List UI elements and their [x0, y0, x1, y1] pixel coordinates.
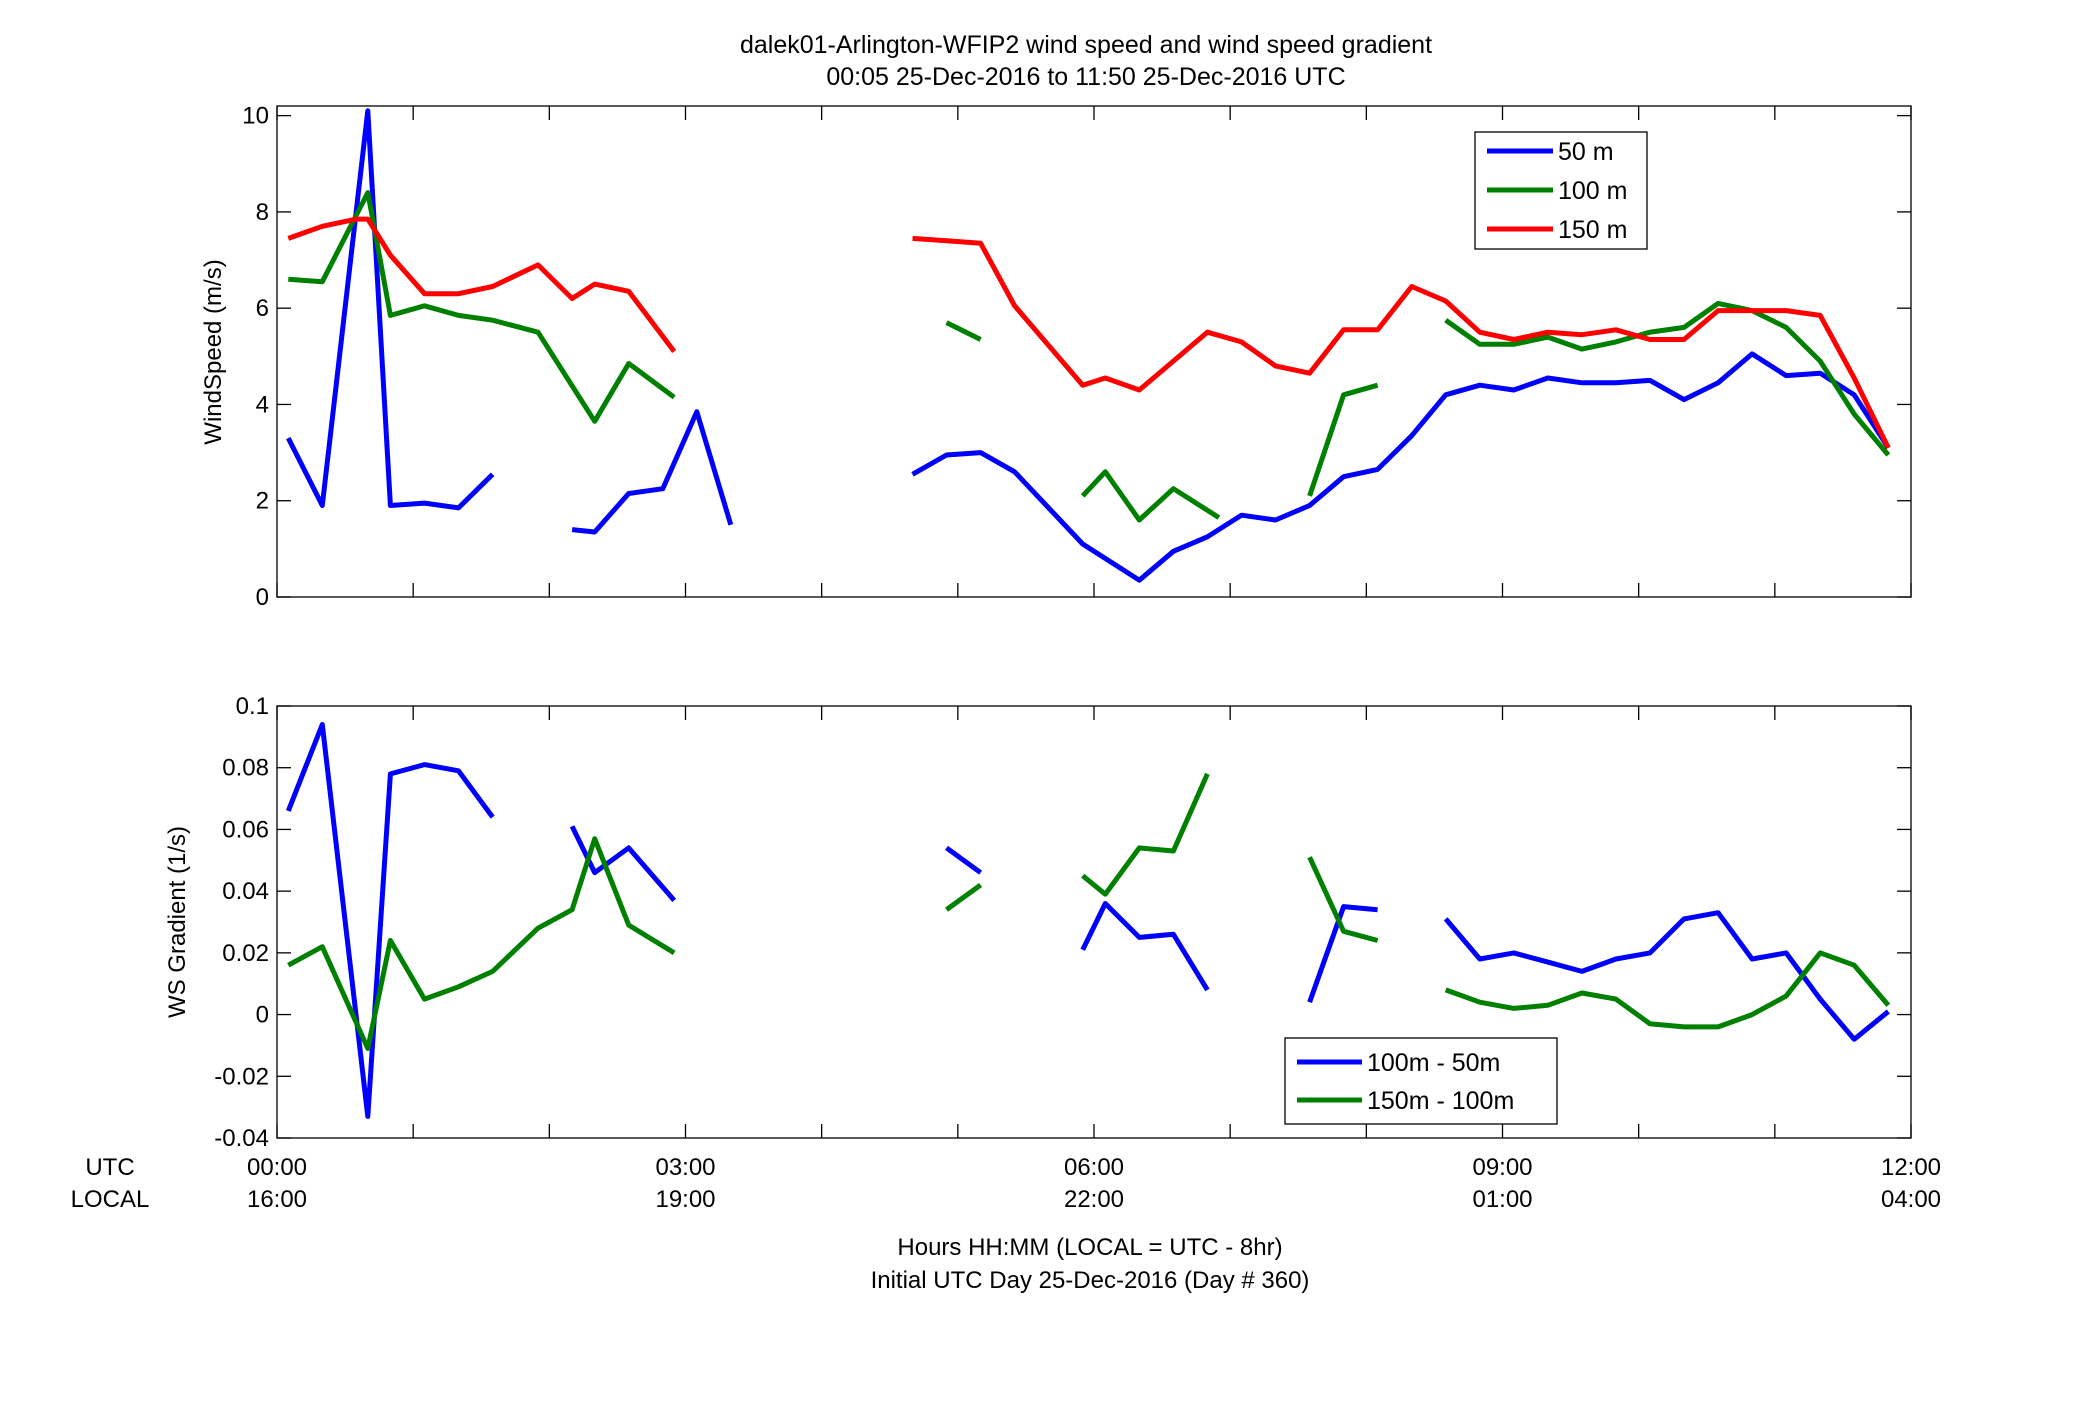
- chart-subtitle: 00:05 25-Dec-2016 to 11:50 25-Dec-2016 U…: [826, 63, 1345, 91]
- series-line-100m-50m: [1080, 901, 1210, 992]
- series-line-150m-100m: [287, 836, 676, 1051]
- series-line-100-m: [1444, 300, 1891, 457]
- y-tick-label: 4: [256, 391, 269, 418]
- series-line-100-m: [945, 320, 982, 342]
- windspeed-y-ticks: 0 2 4 6 8 10: [242, 103, 1911, 611]
- x-tick-label-local: 01:00: [1472, 1186, 1532, 1213]
- y-tick-label: 0.08: [222, 755, 269, 782]
- gradient-y-ticks: -0.04 -0.02 0 0.02 0.04 0.06 0.08 0.1: [214, 693, 1911, 1152]
- series-line-100-m: [1307, 382, 1379, 497]
- legend-label-150m-100m: 150m - 100m: [1367, 1087, 1514, 1115]
- y-tick-label: 0.04: [222, 878, 269, 905]
- series-line-100m-50m: [569, 825, 677, 903]
- y-tick-label: 0.1: [236, 693, 269, 720]
- series-line-50-m: [286, 108, 495, 511]
- series-line-100m-50m: [1307, 904, 1378, 1004]
- x-row-label-utc: UTC: [85, 1154, 134, 1181]
- x-tick-label-utc: 09:00: [1472, 1154, 1532, 1181]
- y-tick-label: -0.04: [214, 1125, 269, 1152]
- x-axis-label: Hours HH:MM (LOCAL = UTC - 8hr): [897, 1234, 1282, 1261]
- y-tick-label: 10: [242, 103, 269, 130]
- y-tick-label: -0.02: [214, 1063, 269, 1090]
- series-line-150m-100m: [1307, 856, 1379, 943]
- y-tick-label: 8: [256, 199, 269, 226]
- x-tick-label-local: 22:00: [1064, 1186, 1124, 1213]
- x-tick-label-utc: 06:00: [1064, 1154, 1124, 1181]
- legend-label-150m: 150 m: [1558, 216, 1627, 244]
- windspeed-panel: 0 2 4 6 8 10 WindSpeed (m/s) 50 m 100 m 150 m: [200, 103, 1912, 611]
- x-tick-label-local: 19:00: [655, 1186, 715, 1213]
- series-line-100m-50m: [285, 722, 495, 1119]
- x-tick-label-utc: 00:00: [247, 1154, 307, 1181]
- y-tick-label: 6: [256, 295, 269, 322]
- y-tick-label: 0.06: [222, 816, 269, 843]
- windspeed-series: [286, 108, 1891, 583]
- series-line-100m-50m: [1443, 910, 1890, 1042]
- x-tick-label-utc: 03:00: [655, 1154, 715, 1181]
- x-row-label-local: LOCAL: [71, 1186, 150, 1213]
- series-line-150m-100m: [945, 882, 983, 912]
- series-line-150-m: [287, 216, 677, 354]
- legend-label-50m: 50 m: [1558, 138, 1614, 166]
- series-line-150-m: [912, 235, 1891, 449]
- x-tick-label-utc: 12:00: [1881, 1154, 1941, 1181]
- gradient-y-axis-label: WS Gradient (1/s): [164, 826, 191, 1018]
- chart-title: dalek01-Arlington-WFIP2 wind speed and w…: [740, 31, 1432, 59]
- gradient-panel: -0.04 -0.02 0 0.02 0.04 0.06 0.08 0.1 00:00 16:0…: [71, 693, 1941, 1294]
- series-line-150m-100m: [1444, 950, 1891, 1030]
- windspeed-y-axis-label: WindSpeed (m/s): [200, 259, 227, 444]
- series-line-150m-100m: [1081, 772, 1210, 897]
- x-axis-label-2: Initial UTC Day 25-Dec-2016 (Day # 360): [871, 1267, 1310, 1294]
- series-line-100m-50m: [945, 845, 983, 875]
- y-tick-label: 0: [256, 1002, 269, 1029]
- gradient-series: [285, 722, 1891, 1119]
- windspeed-legend: 50 m 100 m 150 m: [1474, 131, 1648, 250]
- windspeed-plot-area: [276, 105, 1912, 598]
- series-line-100-m: [1080, 469, 1221, 523]
- gradient-legend-box: [1284, 1037, 1558, 1125]
- y-tick-label: 2: [256, 488, 269, 515]
- legend-label-100m: 100 m: [1558, 177, 1627, 205]
- x-tick-label-local: 04:00: [1881, 1186, 1941, 1213]
- windspeed-x-ticks: [276, 106, 1912, 597]
- y-tick-label: 0: [256, 584, 269, 611]
- series-line-50-m: [911, 351, 1891, 583]
- gradient-x-ticks: 00:00 16:00 03:00 19:00 06:00 22:00 09:00 01:00…: [247, 706, 1941, 1213]
- y-tick-label: 0.02: [222, 940, 269, 967]
- x-tick-label-local: 16:00: [247, 1186, 307, 1213]
- gradient-legend: 100m - 50m 150m - 100m: [1284, 1037, 1558, 1125]
- series-line-50-m: [571, 409, 734, 535]
- legend-label-100m-50m: 100m - 50m: [1367, 1049, 1500, 1077]
